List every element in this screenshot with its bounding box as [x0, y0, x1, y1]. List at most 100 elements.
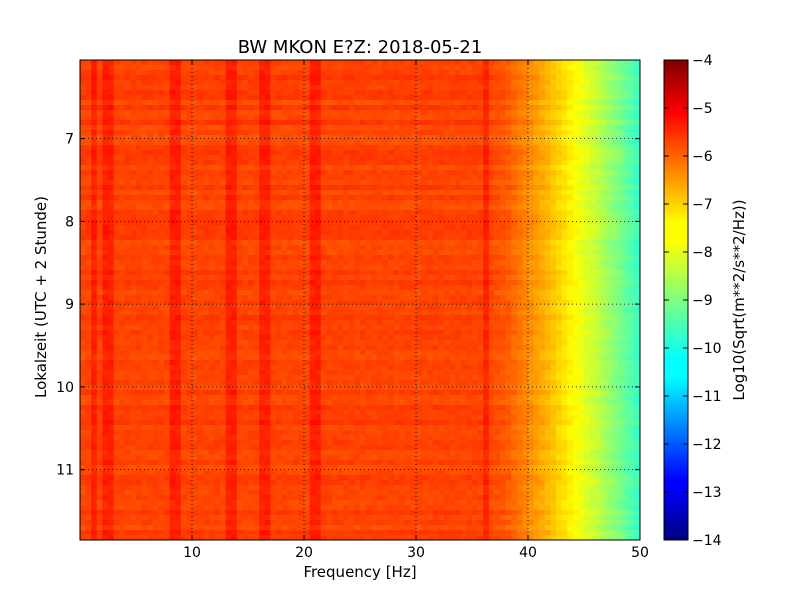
heatmap-cell	[231, 85, 238, 91]
heatmap-cell	[561, 190, 568, 196]
heatmap-cell	[130, 210, 137, 216]
heatmap-cell	[416, 235, 423, 241]
heatmap-cell	[432, 205, 439, 211]
heatmap-cell	[169, 105, 176, 111]
heatmap-cell	[567, 90, 574, 96]
heatmap-cell	[85, 105, 92, 111]
heatmap-cell	[91, 170, 98, 176]
heatmap-cell	[628, 205, 635, 211]
heatmap-cell	[242, 280, 249, 286]
heatmap-cell	[236, 220, 243, 226]
heatmap-cell	[248, 70, 255, 76]
heatmap-cell	[354, 260, 361, 266]
heatmap-cell	[208, 160, 215, 166]
heatmap-cell	[421, 270, 428, 276]
heatmap-cell	[360, 225, 367, 231]
heatmap-cell	[606, 295, 613, 301]
heatmap-cell	[567, 65, 574, 71]
heatmap-cell	[164, 105, 171, 111]
heatmap-cell	[595, 255, 602, 261]
heatmap-cell	[449, 70, 456, 76]
heatmap-cell	[287, 75, 294, 81]
heatmap-cell	[203, 90, 210, 96]
heatmap-cell	[270, 285, 277, 291]
heatmap-cell	[410, 265, 417, 271]
heatmap-cell	[388, 175, 395, 181]
heatmap-cell	[276, 105, 283, 111]
heatmap-cell	[80, 190, 87, 196]
heatmap-cell	[108, 80, 115, 86]
heatmap-cell	[483, 75, 490, 81]
heatmap-cell	[337, 290, 344, 296]
heatmap-cell	[164, 220, 171, 226]
heatmap-cell	[416, 60, 423, 66]
heatmap-cell	[460, 105, 467, 111]
heatmap-cell	[589, 125, 596, 131]
heatmap-cell	[225, 165, 232, 171]
heatmap-cell	[589, 250, 596, 256]
heatmap-cell	[102, 110, 109, 116]
heatmap-cell	[399, 275, 406, 281]
heatmap-cell	[164, 240, 171, 246]
heatmap-cell	[337, 145, 344, 151]
heatmap-cell	[113, 210, 120, 216]
heatmap-cell	[231, 145, 238, 151]
heatmap-cell	[292, 245, 299, 251]
heatmap-cell	[320, 230, 327, 236]
heatmap-cell	[320, 240, 327, 246]
heatmap-cell	[472, 100, 479, 106]
heatmap-cell	[203, 135, 210, 141]
heatmap-cell	[584, 110, 591, 116]
heatmap-cell	[304, 275, 311, 281]
heatmap-cell	[96, 300, 103, 306]
heatmap-cell	[113, 235, 120, 241]
heatmap-cell	[354, 155, 361, 161]
heatmap-cell	[572, 145, 579, 151]
heatmap-cell	[589, 295, 596, 301]
heatmap-cell	[203, 105, 210, 111]
heatmap-cell	[371, 175, 378, 181]
heatmap-cell	[388, 220, 395, 226]
heatmap-cell	[180, 265, 187, 271]
heatmap-cell	[612, 195, 619, 201]
heatmap-cell	[522, 280, 529, 286]
heatmap-cell	[556, 80, 563, 86]
heatmap-cell	[438, 95, 445, 101]
heatmap-cell	[432, 225, 439, 231]
heatmap-cell	[186, 230, 193, 236]
heatmap-cell	[348, 160, 355, 166]
heatmap-cell	[141, 210, 148, 216]
heatmap-cell	[550, 190, 557, 196]
heatmap-cell	[231, 210, 238, 216]
heatmap-cell	[298, 70, 305, 76]
heatmap-cell	[231, 185, 238, 191]
heatmap-cell	[500, 290, 507, 296]
heatmap-cell	[304, 210, 311, 216]
heatmap-cell	[628, 230, 635, 236]
heatmap-cell	[544, 230, 551, 236]
heatmap-cell	[152, 280, 159, 286]
heatmap-cell	[208, 90, 215, 96]
heatmap-cell	[488, 135, 495, 141]
heatmap-cell	[584, 275, 591, 281]
heatmap-cell	[410, 280, 417, 286]
heatmap-cell	[421, 225, 428, 231]
heatmap-cell	[304, 185, 311, 191]
heatmap-cell	[124, 110, 131, 116]
heatmap-cell	[276, 140, 283, 146]
heatmap-cell	[225, 60, 232, 66]
heatmap-cell	[136, 245, 143, 251]
heatmap-cell	[399, 90, 406, 96]
heatmap-cell	[119, 115, 126, 121]
heatmap-cell	[248, 250, 255, 256]
heatmap-cell	[376, 130, 383, 136]
heatmap-cell	[208, 255, 215, 261]
heatmap-cell	[141, 65, 148, 71]
heatmap-cell	[225, 100, 232, 106]
heatmap-cell	[432, 260, 439, 266]
heatmap-cell	[259, 210, 266, 216]
heatmap-cell	[124, 185, 131, 191]
heatmap-cell	[595, 245, 602, 251]
heatmap-cell	[595, 140, 602, 146]
heatmap-cell	[231, 300, 238, 306]
